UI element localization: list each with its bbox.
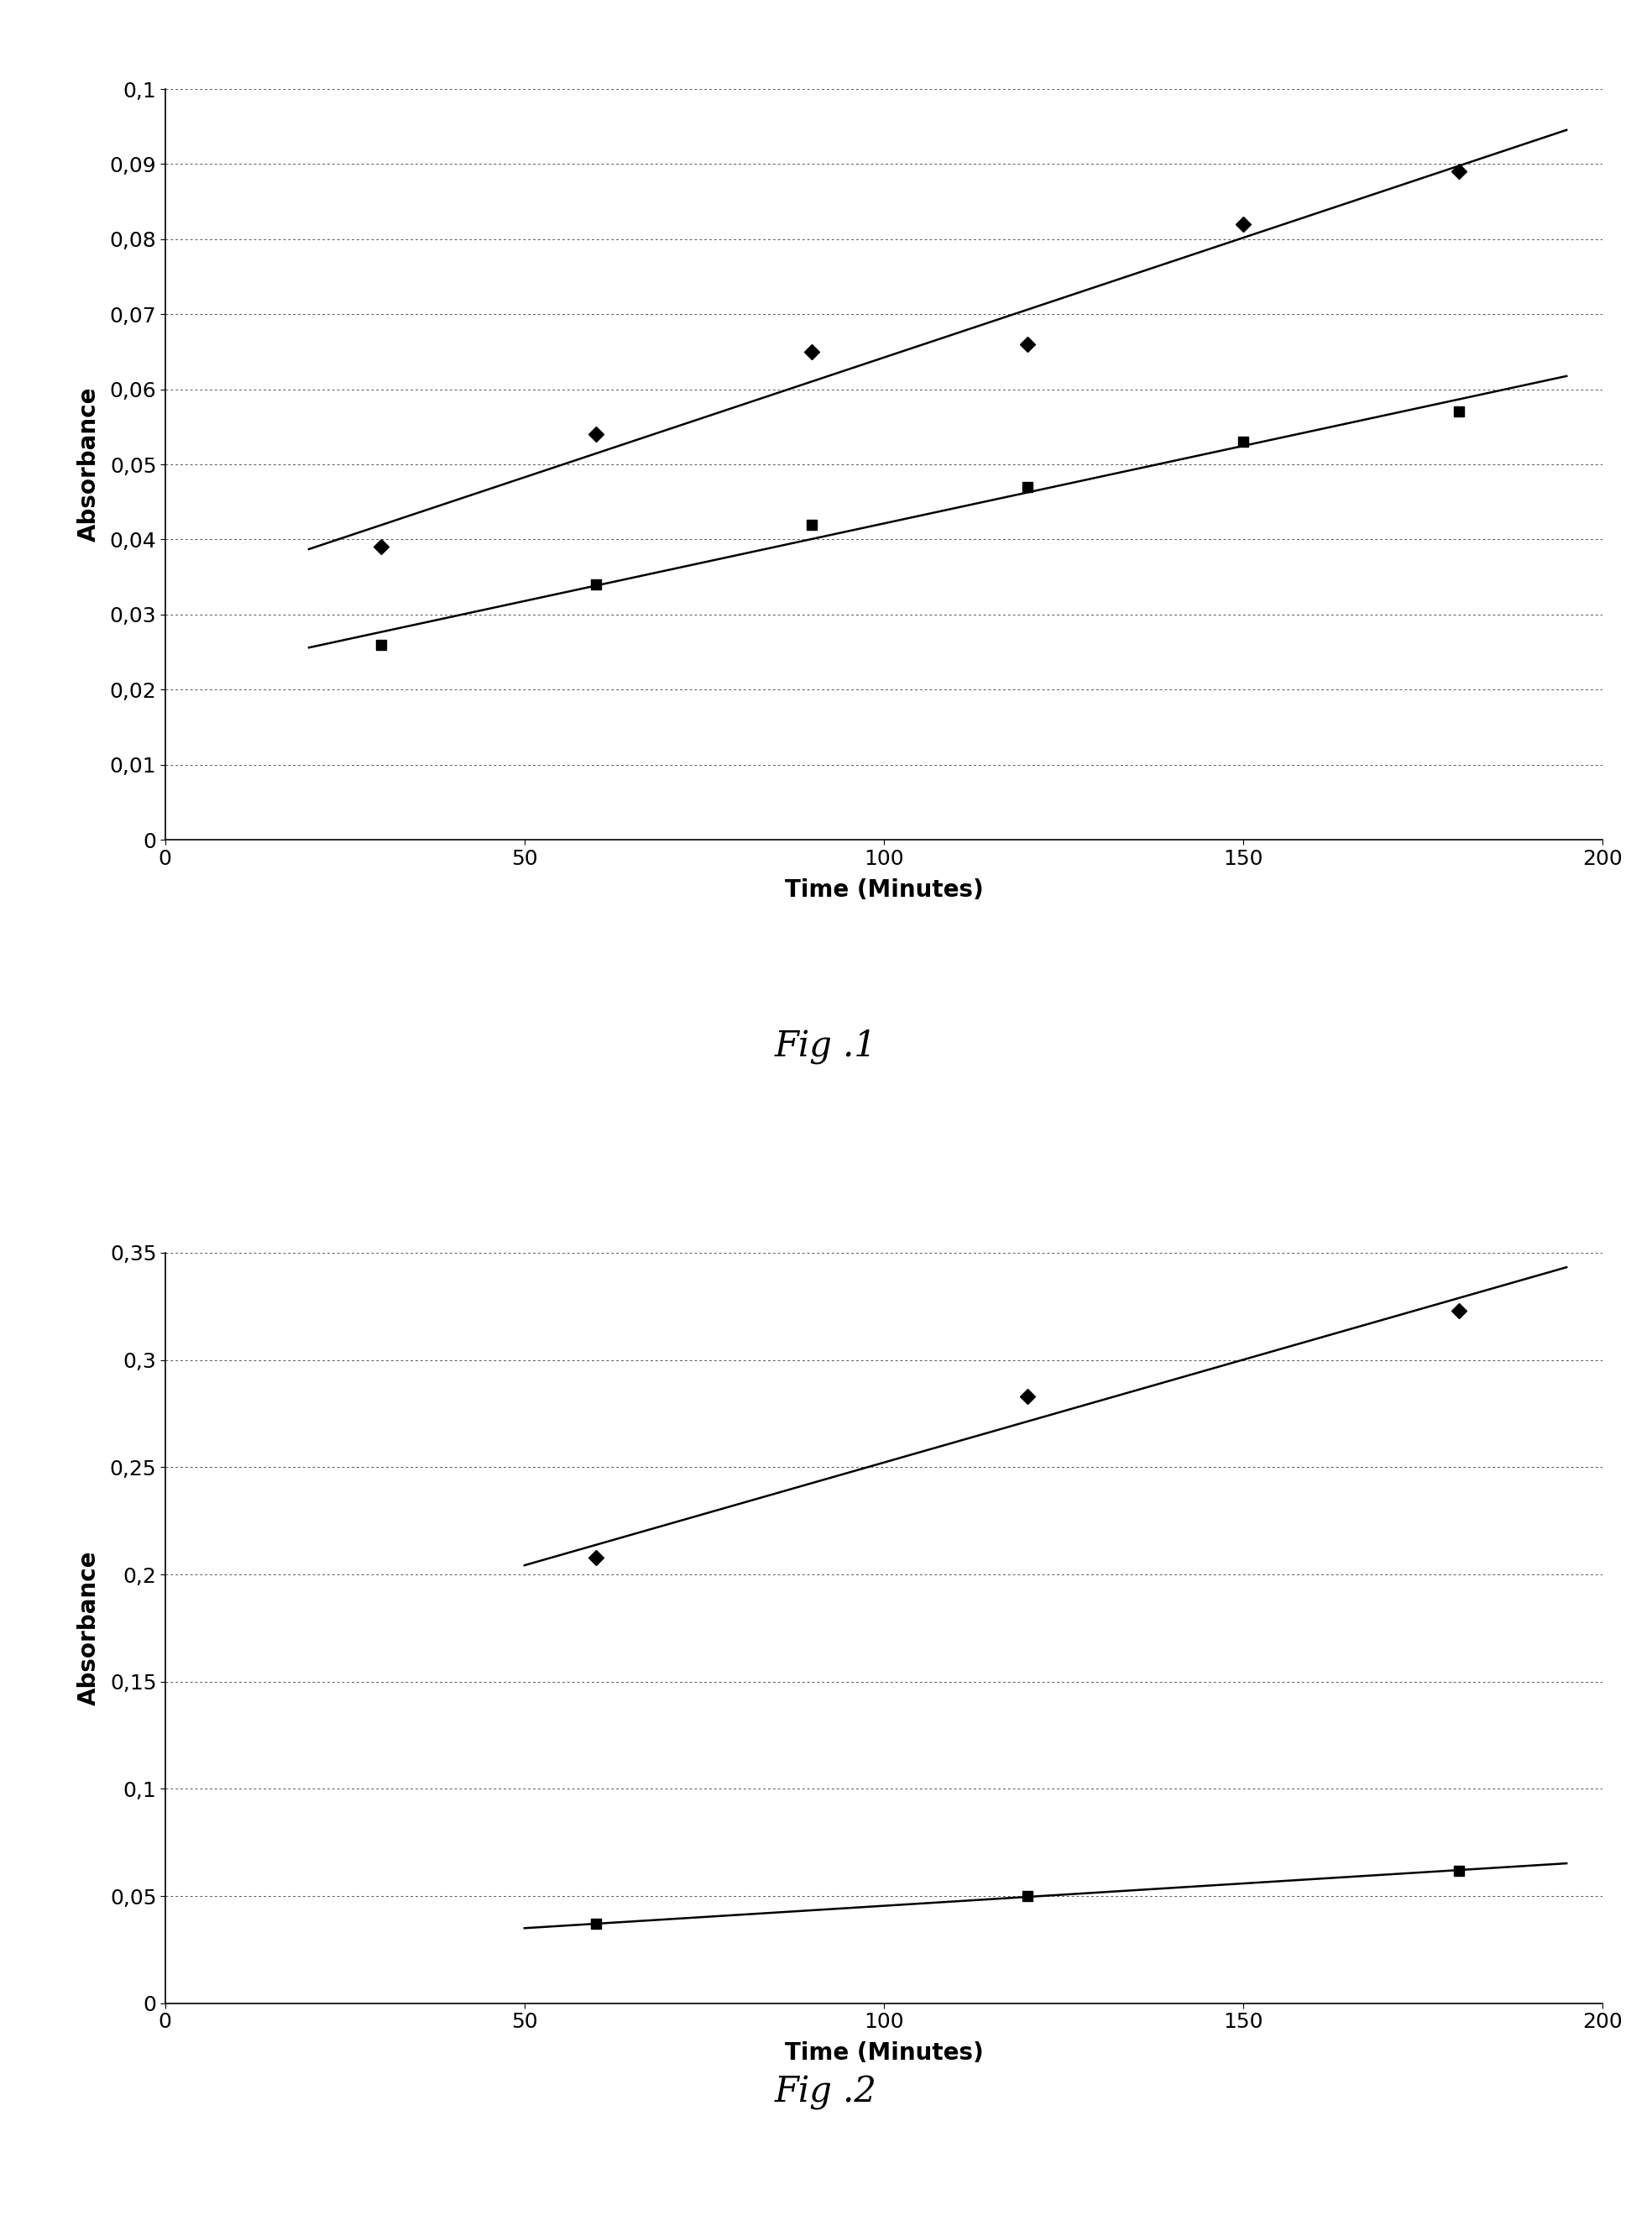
X-axis label: Time (Minutes): Time (Minutes)	[785, 2041, 983, 2066]
Text: Fig .1: Fig .1	[775, 1028, 877, 1064]
Y-axis label: Absorbance: Absorbance	[78, 387, 101, 541]
Y-axis label: Absorbance: Absorbance	[78, 1552, 101, 1705]
X-axis label: Time (Minutes): Time (Minutes)	[785, 877, 983, 902]
Text: Fig .2: Fig .2	[775, 2075, 877, 2110]
